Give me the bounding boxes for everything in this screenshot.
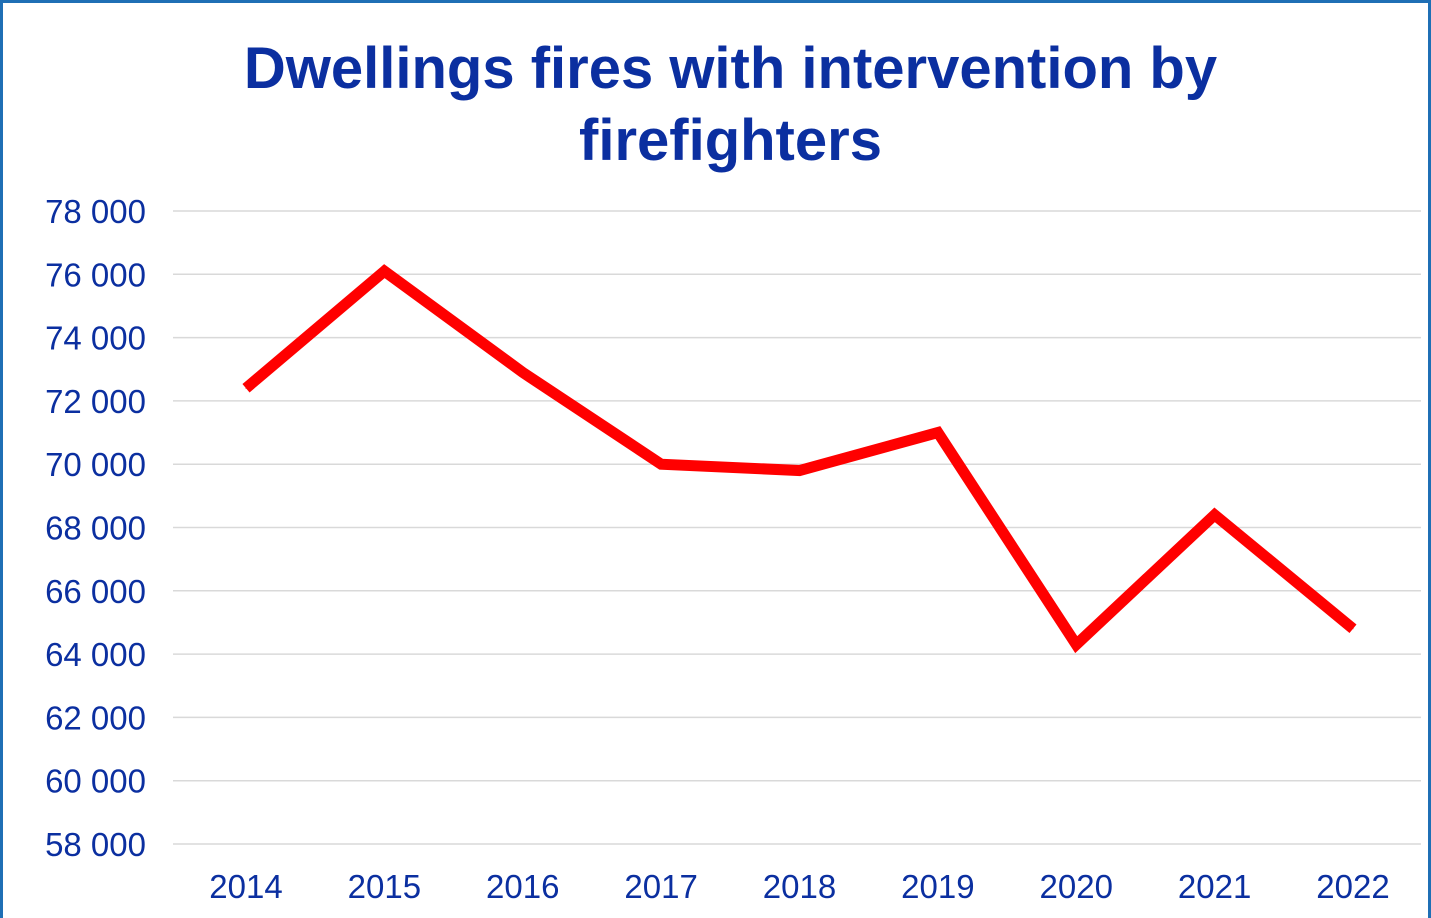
x-tick-label: 2016 [486, 868, 559, 905]
x-tick-label: 2014 [209, 868, 282, 905]
y-tick-label: 74 000 [45, 320, 146, 357]
x-tick-label: 2019 [901, 868, 974, 905]
x-tick-label: 2015 [348, 868, 421, 905]
data-point [1075, 644, 1077, 646]
data-point [383, 270, 385, 272]
data-point [245, 387, 247, 389]
chart-title: Dwellings fires with intervention by fir… [243, 36, 1218, 173]
x-tick-label: 2018 [763, 868, 836, 905]
data-point [937, 432, 939, 434]
data-point [522, 371, 524, 373]
y-tick-label: 70 000 [45, 446, 146, 483]
gridlines [173, 210, 1421, 845]
data-points [245, 270, 1354, 646]
y-tick-label: 62 000 [45, 699, 146, 736]
y-tick-label: 66 000 [45, 573, 146, 610]
y-tick-label: 76 000 [45, 256, 146, 293]
y-axis-tick-labels: 58 000 60 000 62 000 64 000 66 000 68 000 70 0… [45, 193, 146, 863]
x-tick-label: 2022 [1316, 868, 1389, 905]
line-chart: 58 000 60 000 62 000 64 000 66 000 68 000 70 0… [45, 193, 1421, 905]
x-tick-label: 2020 [1040, 868, 1113, 905]
y-tick-label: 78 000 [45, 193, 146, 230]
y-tick-label: 60 000 [45, 763, 146, 800]
series-layer [242, 264, 1357, 654]
y-tick-label: 58 000 [45, 826, 146, 863]
data-point [660, 463, 662, 465]
data-point [1352, 628, 1354, 630]
series-line [242, 264, 1357, 654]
y-tick-label: 68 000 [45, 510, 146, 547]
y-tick-label: 72 000 [45, 383, 146, 420]
x-axis-tick-labels: 2014 2015 2016 2017 2018 2019 2020 2021 2022 [209, 868, 1389, 905]
y-tick-label: 64 000 [45, 636, 146, 673]
data-point [1214, 514, 1216, 516]
x-tick-label: 2017 [624, 868, 697, 905]
x-tick-label: 2021 [1178, 868, 1251, 905]
data-point [799, 470, 800, 472]
